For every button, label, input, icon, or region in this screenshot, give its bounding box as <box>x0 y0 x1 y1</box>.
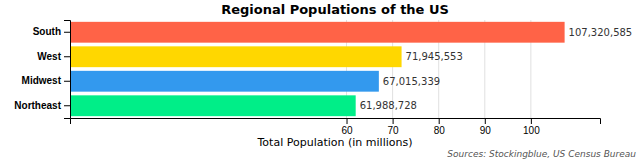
tick-mark <box>64 32 70 33</box>
y-axis: South West Midwest Northeast <box>14 21 70 119</box>
x-axis-title: Total Population (in millions) <box>257 136 413 149</box>
axis-line <box>71 119 601 125</box>
y-tick: Northeast <box>14 100 70 111</box>
data-labels: 107,320,585 71,945,553 67,015,339 61,988,72… <box>360 27 633 112</box>
bar <box>70 22 565 43</box>
x-tick: 100 <box>523 118 540 136</box>
tick-label: West <box>37 51 61 62</box>
tick-mark <box>393 118 394 124</box>
x-tick: 60 <box>341 118 353 136</box>
bar <box>70 95 356 116</box>
tick-label: 90 <box>480 125 492 136</box>
title: Regional Populations of the US <box>221 2 449 17</box>
x-tick: 90 <box>480 118 492 136</box>
tick-mark <box>64 81 70 82</box>
tick-mark <box>485 118 486 124</box>
axis-line <box>64 21 71 119</box>
tick-label: 70 <box>388 125 400 136</box>
source: Sources: Stockingblue, US Census Bureau <box>447 149 636 159</box>
tick-mark <box>64 56 70 57</box>
data-label: 67,015,339 <box>383 76 440 87</box>
tick-label: Midwest <box>22 75 62 86</box>
tick-mark <box>439 118 440 124</box>
tick-label: 80 <box>434 125 446 136</box>
bar <box>70 46 402 67</box>
tick-label: Northeast <box>14 100 61 111</box>
data-label: 71,945,553 <box>406 51 463 62</box>
plot: 60 70 80 90 100 South West Midwest Northeast 107,… <box>14 20 632 136</box>
tick-label: 100 <box>523 125 540 136</box>
data-label: 107,320,585 <box>569 27 633 38</box>
x-tick: 70 <box>388 118 400 136</box>
tick-mark <box>64 105 70 106</box>
chart: 60 70 80 90 100 South West Midwest Northeast 107,… <box>0 0 640 160</box>
data-label: 61,988,728 <box>360 100 417 111</box>
y-tick: South <box>33 26 70 37</box>
x-tick: 80 <box>434 118 446 136</box>
bar <box>70 71 379 92</box>
tick-mark <box>531 118 532 124</box>
bars <box>70 22 565 116</box>
x-axis: 60 70 80 90 100 <box>71 118 601 136</box>
tick-mark <box>347 118 348 124</box>
tick-label: South <box>33 26 61 37</box>
y-tick: Midwest <box>22 75 70 86</box>
y-tick: West <box>37 51 70 62</box>
tick-label: 60 <box>341 125 353 136</box>
